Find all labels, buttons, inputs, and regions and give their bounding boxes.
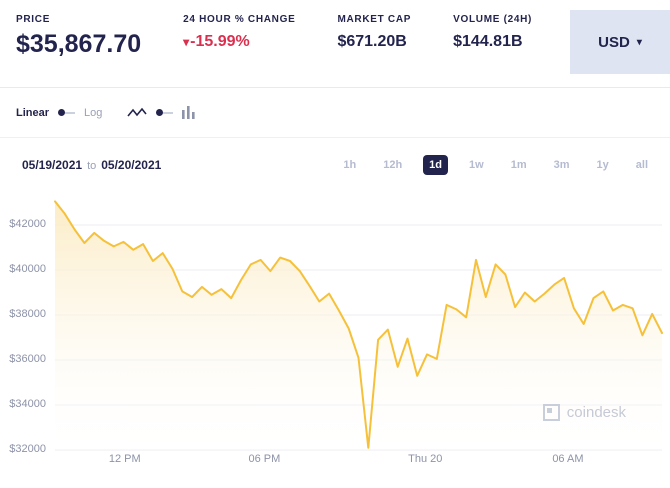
- currency-code: USD: [598, 33, 630, 51]
- date-to[interactable]: 05/20/2021: [101, 158, 162, 172]
- change-percent: -15.99%: [190, 33, 250, 50]
- x-axis-tick: 12 PM: [108, 453, 141, 465]
- x-axis-tick: 06 PM: [248, 453, 281, 465]
- volume-label: VOLUME (24H): [453, 14, 533, 25]
- toggle-knob-icon: [58, 109, 66, 116]
- range-3m[interactable]: 3m: [548, 155, 576, 175]
- stats-header: PRICE $35,867.70 24 HOUR % CHANGE ▾-15.9…: [0, 0, 670, 88]
- date-range: 05/19/2021 to 05/20/2021: [22, 158, 161, 172]
- coindesk-watermark-text: coindesk: [566, 404, 626, 421]
- range-1w[interactable]: 1w: [463, 155, 490, 175]
- range-1d[interactable]: 1d: [423, 155, 449, 175]
- y-axis-tick: $42000: [9, 218, 46, 230]
- y-axis-tick: $36000: [9, 353, 46, 365]
- scale-toggle[interactable]: [58, 109, 76, 116]
- marketcap-stat: MARKET CAP $671.20B: [337, 14, 411, 87]
- price-chart[interactable]: coindesk $32000 $34000 $36000 $38000 $40000 $…: [0, 192, 670, 488]
- x-axis-tick: Thu 20: [408, 453, 443, 465]
- change-stat: 24 HOUR % CHANGE ▾-15.99%: [183, 14, 295, 87]
- toggle-track-icon: [163, 111, 174, 114]
- scale-controls: Linear Log: [0, 88, 670, 138]
- price-stat: PRICE $35,867.70: [16, 14, 141, 87]
- price-chart-canvas[interactable]: [0, 192, 670, 488]
- coindesk-logo-icon: [542, 404, 560, 421]
- chart-type-toggle[interactable]: [156, 109, 174, 116]
- range-12h[interactable]: 12h: [377, 155, 408, 175]
- price-value: $35,867.70: [16, 30, 142, 58]
- currency-selector[interactable]: USD ▾: [570, 10, 670, 74]
- price-label: PRICE: [16, 14, 51, 25]
- range-1m[interactable]: 1m: [505, 155, 533, 175]
- range-1y[interactable]: 1y: [591, 155, 615, 175]
- range-all[interactable]: all: [630, 155, 654, 175]
- range-1h[interactable]: 1h: [337, 155, 362, 175]
- volume-value: $144.81B: [453, 33, 523, 50]
- change-label: 24 HOUR % CHANGE: [183, 14, 296, 25]
- x-axis-tick: 06 AM: [552, 453, 584, 465]
- y-axis-tick: $38000: [9, 308, 46, 320]
- toggle-knob-icon: [156, 109, 164, 116]
- coindesk-watermark: coindesk: [542, 404, 626, 421]
- change-value: ▾-15.99%: [183, 33, 295, 51]
- linear-scale-option[interactable]: Linear: [16, 106, 50, 119]
- marketcap-label: MARKET CAP: [337, 14, 412, 25]
- line-chart-icon[interactable]: [127, 107, 147, 119]
- chevron-down-icon: ▾: [636, 36, 642, 48]
- marketcap-value: $671.20B: [337, 33, 407, 50]
- log-scale-option[interactable]: Log: [84, 106, 103, 119]
- area-fill: [55, 201, 662, 450]
- y-axis-tick: $40000: [9, 263, 46, 275]
- volume-stat: VOLUME (24H) $144.81B: [453, 14, 532, 87]
- date-range-separator: to: [87, 160, 97, 172]
- date-from[interactable]: 05/19/2021: [22, 158, 83, 172]
- range-controls: 05/19/2021 to 05/20/2021 1h 12h 1d 1w 1m…: [0, 138, 670, 192]
- timeframe-buttons: 1h 12h 1d 1w 1m 3m 1y all: [337, 155, 654, 175]
- y-axis-tick: $32000: [9, 443, 46, 455]
- price-line: [54, 200, 663, 449]
- down-arrow-icon: ▾: [183, 35, 190, 49]
- candlestick-chart-icon[interactable]: [182, 106, 196, 119]
- y-axis-tick: $34000: [9, 398, 46, 410]
- toggle-track-icon: [65, 111, 76, 114]
